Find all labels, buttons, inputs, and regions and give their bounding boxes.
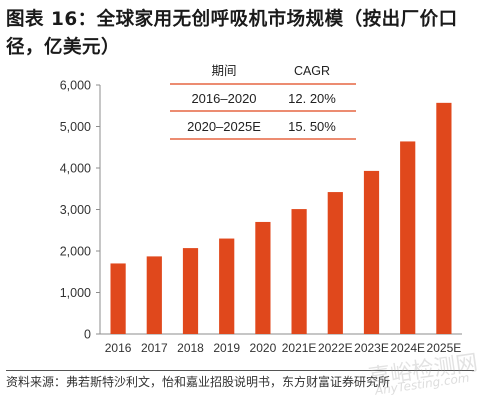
x-tick-labels: 2016 2017 2018 2019 2020 2021E 2022E 2023E 2024E… — [105, 341, 462, 355]
x-tick-label: 2025E — [427, 341, 462, 355]
source-note: 资料来源：弗若斯特沙利文，怡和嘉业招股说明书，东方财富证券研究所 — [6, 375, 391, 389]
bar-2017 — [146, 256, 162, 334]
y-tick-label: 6,000 — [60, 79, 91, 93]
y-tick-label: 4,000 — [60, 162, 91, 176]
bar-2019 — [219, 238, 235, 334]
x-tick-label: 2017 — [141, 341, 168, 355]
bar-2021E — [291, 209, 307, 334]
bar-2023E — [363, 170, 380, 334]
x-tick-label: 2021E — [282, 341, 317, 355]
bar-series — [110, 102, 452, 334]
bar-2016 — [110, 263, 126, 334]
x-tick-label: 2016 — [105, 341, 132, 355]
table-cell-cagr: 15. 50% — [288, 119, 336, 134]
table-cell-cagr: 12. 20% — [288, 91, 336, 106]
table-cell-period: 2016–2020 — [191, 91, 256, 106]
bar-2024E — [400, 141, 416, 334]
x-tick-label: 2019 — [213, 341, 240, 355]
bar-2022E — [327, 192, 343, 334]
bar-2018 — [182, 248, 199, 334]
source-divider — [6, 370, 474, 371]
y-tick-labels: 0 1,000 2,000 3,000 4,000 5,000 6,000 — [60, 79, 91, 342]
cagr-table: 期间 CAGR 2016–2020 12. 20% 2020–2025E 15. 50% — [170, 63, 356, 140]
chart-title: 图表 16：全球家用无创呼吸机市场规模（按出厂价口径，亿美元） — [6, 9, 458, 58]
bar-2020 — [255, 221, 271, 334]
x-tick-label: 2020 — [250, 341, 277, 355]
y-tick-label: 3,000 — [60, 203, 91, 217]
bar-chart: 0 1,000 2,000 3,000 4,000 5,000 6,000 2016 2017… — [60, 63, 462, 355]
table-header-cagr: CAGR — [294, 64, 330, 78]
table-header-period: 期间 — [211, 63, 236, 78]
y-tick-label: 1,000 — [60, 286, 91, 300]
bar-2025E — [436, 102, 452, 334]
y-tick-label: 5,000 — [60, 120, 91, 134]
x-tick-label: 2023E — [354, 341, 389, 355]
x-tick-label: 2022E — [318, 341, 353, 355]
x-tick-label: 2018 — [177, 341, 204, 355]
x-tick-label: 2024E — [390, 341, 425, 355]
table-cell-period: 2020–2025E — [187, 119, 261, 134]
y-tick-label: 2,000 — [60, 245, 91, 259]
y-tick-label: 0 — [84, 328, 91, 342]
